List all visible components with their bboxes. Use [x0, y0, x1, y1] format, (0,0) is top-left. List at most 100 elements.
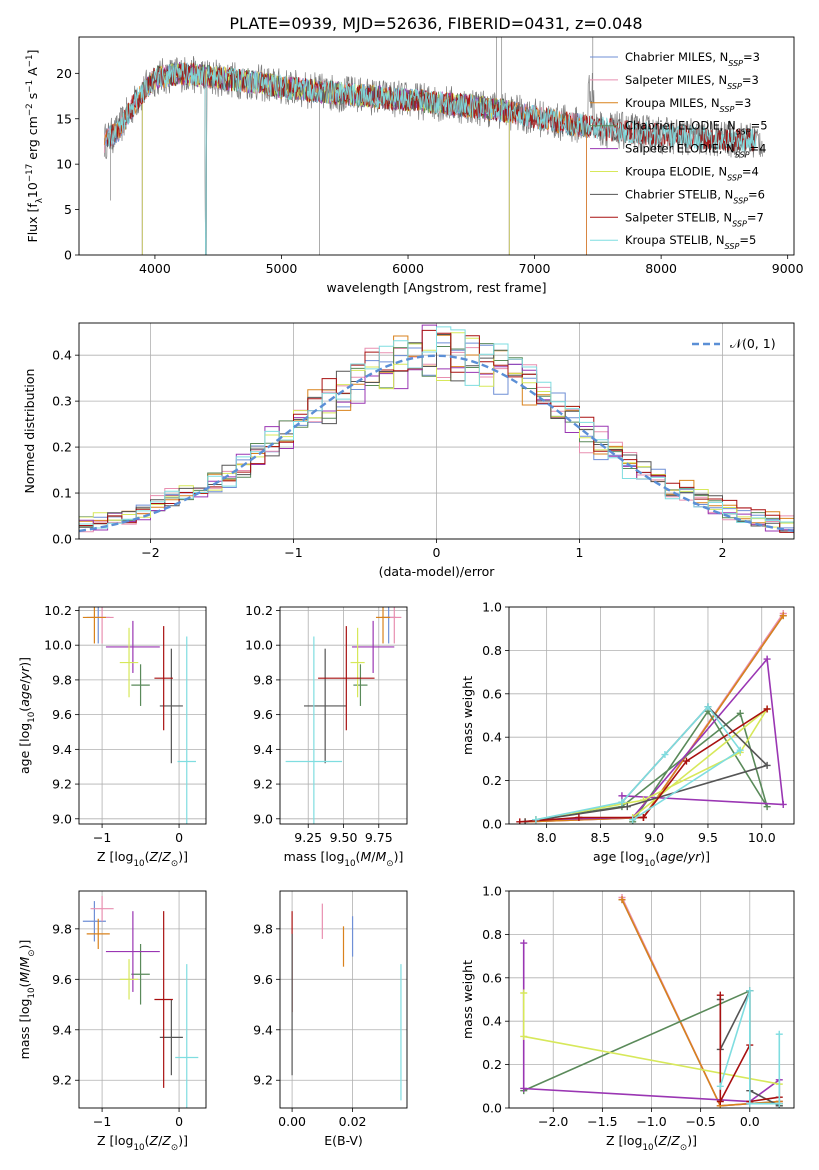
x-tick-label: 8000: [645, 261, 677, 276]
y-tick-label: 9.6: [253, 707, 273, 722]
x-tick-label: 7000: [519, 261, 551, 276]
legend-entry-part: =4: [742, 165, 759, 179]
errorbar-point: [351, 620, 395, 673]
errorbars: [82, 896, 199, 1108]
normal-curve: [79, 354, 794, 533]
y-tick-label: 0.8: [482, 927, 502, 942]
legend-entry-part: =3: [743, 50, 760, 64]
errorbar-point: [82, 607, 106, 644]
x-axis-label-part: Z: [161, 1133, 171, 1148]
errorbars: [291, 903, 402, 1101]
x-axis-label: mass [log10(M/M⊙)]: [284, 849, 404, 869]
x-tick-label: 0: [175, 1114, 183, 1129]
x-axis-label-part: 10: [644, 859, 655, 869]
x-tick-label: 9.75: [365, 830, 393, 845]
y-tick-label: 9.8: [52, 672, 72, 687]
weight-marker: [682, 757, 690, 765]
plot-frame: [279, 606, 408, 825]
errorbar-point: [131, 664, 150, 706]
x-axis-label-part: )]: [687, 1133, 697, 1148]
x-tick-label: 9.5: [698, 830, 718, 845]
weight-marker: [779, 612, 787, 620]
y-axis-label: Normed distribution: [22, 369, 37, 494]
y-tick-label: 10.2: [245, 603, 273, 618]
weight-marker: [520, 989, 528, 997]
x-tick-label: −2: [141, 545, 159, 560]
weight-marker: [775, 1030, 783, 1038]
x-axis-label-part: Z: [149, 1133, 159, 1148]
legend-entry: Salpeter ELODIE, NSSP=4: [625, 142, 766, 160]
y-tick-label: 15: [56, 111, 72, 126]
legend-entry-part: Kroupa STELIB, N: [625, 233, 725, 247]
weight-marker: [618, 792, 626, 800]
legend-entry-part: SSP: [733, 196, 748, 205]
x-axis-label-part: )]: [394, 849, 404, 864]
x-tick-label: 4000: [139, 261, 171, 276]
y-tick-label: 0.2: [482, 1057, 502, 1072]
y-axis-label-part: M: [17, 957, 32, 968]
x-axis-label: wavelength [Angstrom, rest frame]: [326, 280, 546, 295]
weight-marker: [716, 991, 724, 999]
legend-entry-part: SSP: [727, 173, 742, 182]
y-axis-label-part: )]: [17, 657, 32, 667]
legend-entry-part: =7: [747, 210, 764, 224]
y-axis-label-part: M: [17, 972, 32, 983]
y-axis-label: Flux [fλ10−17 erg cm−2 s−1 A−1]: [25, 50, 45, 243]
y-axis-label-part: mass [log: [17, 999, 32, 1060]
x-tick-label: 0.00: [278, 1114, 306, 1129]
legend-entry-part: SSP: [720, 104, 735, 113]
legend-entry: 𝒩(0, 1): [730, 336, 776, 351]
x-axis-label: Z [log10(Z/Z⊙)]: [97, 1133, 188, 1153]
legend-entry-part: =6: [748, 187, 765, 201]
y-tick-label: 1.0: [482, 884, 502, 899]
y-axis-label-part: )]: [17, 940, 32, 950]
y-tick-label: 0.0: [482, 1101, 502, 1116]
y-tick-label: 9.0: [52, 811, 72, 826]
y-tick-label: 9.6: [52, 972, 72, 987]
x-tick-label: 10.0: [748, 830, 776, 845]
plot-frame: [508, 606, 795, 825]
plot-frame: [279, 890, 408, 1109]
errorbar-point: [175, 964, 199, 1108]
x-axis-label-part: 10: [642, 1143, 653, 1153]
x-tick-label: 0.02: [339, 1114, 367, 1129]
x-tick-label: 5000: [266, 261, 298, 276]
x-axis-label: (data-model)/error: [379, 564, 496, 579]
y-axis-label-part: yr: [17, 666, 32, 680]
plot-frame: [78, 36, 795, 256]
y-axis-label: mass weight: [460, 676, 475, 755]
weight-line: [535, 705, 742, 821]
y-axis-label-part: age [log: [17, 723, 32, 774]
errorbar-point: [318, 626, 375, 731]
legend-entry-part: SSP: [735, 150, 750, 159]
x-axis-label-part: )]: [178, 1133, 188, 1148]
x-tick-label: 9.0: [644, 830, 664, 845]
y-axis-label: mass [log10(M/M⊙)]: [17, 940, 37, 1060]
x-tick-label: −1: [93, 830, 111, 845]
x-tick-label: −1: [93, 1114, 111, 1129]
errorbar-point: [350, 627, 365, 698]
y-tick-label: 0.3: [52, 394, 72, 409]
y-axis-label-part: −1: [25, 54, 35, 67]
x-axis-label: Z [log10(Z/Z⊙)]: [97, 849, 188, 869]
y-tick-label: 0.4: [482, 1014, 502, 1029]
legend-entry-part: =4: [749, 142, 766, 156]
weight-marker: [763, 705, 771, 713]
x-axis-label-part: Z [log: [97, 1133, 133, 1148]
errorbar-point: [131, 943, 150, 1005]
y-tick-label: 9.6: [253, 972, 273, 987]
y-axis-label: age [log10(age/yr)]: [17, 657, 37, 774]
legend-entry: Kroupa MILES, NSSP=3: [625, 96, 751, 114]
errorbar-point: [353, 664, 368, 706]
errorbar-point: [154, 911, 173, 1088]
weight-marker: [661, 751, 669, 759]
weight-marker: [763, 655, 771, 663]
weight-marker: [575, 813, 583, 821]
legend-entry-part: =5: [739, 233, 756, 247]
errorbar-point: [154, 626, 173, 731]
y-tick-label: 0.6: [482, 970, 502, 985]
weight-marker: [763, 761, 771, 769]
errorbars: [82, 607, 196, 824]
x-axis-label-part: /: [158, 849, 163, 864]
